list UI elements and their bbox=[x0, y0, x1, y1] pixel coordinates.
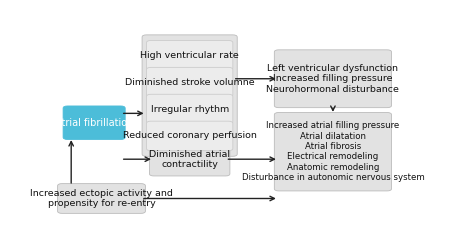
Text: Left ventricular dysfunction
Increased filling pressure
Neurohormonal disturbanc: Left ventricular dysfunction Increased f… bbox=[266, 64, 400, 94]
FancyBboxPatch shape bbox=[146, 121, 233, 151]
FancyBboxPatch shape bbox=[142, 35, 237, 156]
Text: Increased atrial filling pressure
Atrial dilatation
Atrial fibrosis
Electrical r: Increased atrial filling pressure Atrial… bbox=[242, 121, 424, 182]
Text: Increased ectopic activity and
propensity for re-entry: Increased ectopic activity and propensit… bbox=[30, 189, 173, 208]
FancyBboxPatch shape bbox=[146, 41, 233, 70]
Text: High ventricular rate: High ventricular rate bbox=[140, 51, 239, 60]
Text: Irregular rhythm: Irregular rhythm bbox=[151, 104, 229, 113]
FancyBboxPatch shape bbox=[274, 113, 392, 191]
Text: Atrial fibrillation: Atrial fibrillation bbox=[55, 118, 133, 128]
Text: Reduced coronary perfusion: Reduced coronary perfusion bbox=[123, 131, 256, 140]
Text: Diminished stroke volumne: Diminished stroke volumne bbox=[125, 78, 255, 87]
FancyBboxPatch shape bbox=[274, 50, 392, 108]
FancyBboxPatch shape bbox=[146, 94, 233, 124]
FancyBboxPatch shape bbox=[146, 67, 233, 97]
FancyBboxPatch shape bbox=[149, 142, 230, 176]
FancyBboxPatch shape bbox=[58, 184, 146, 213]
Text: Diminished atrial
contractility: Diminished atrial contractility bbox=[149, 149, 230, 169]
FancyBboxPatch shape bbox=[63, 106, 125, 139]
